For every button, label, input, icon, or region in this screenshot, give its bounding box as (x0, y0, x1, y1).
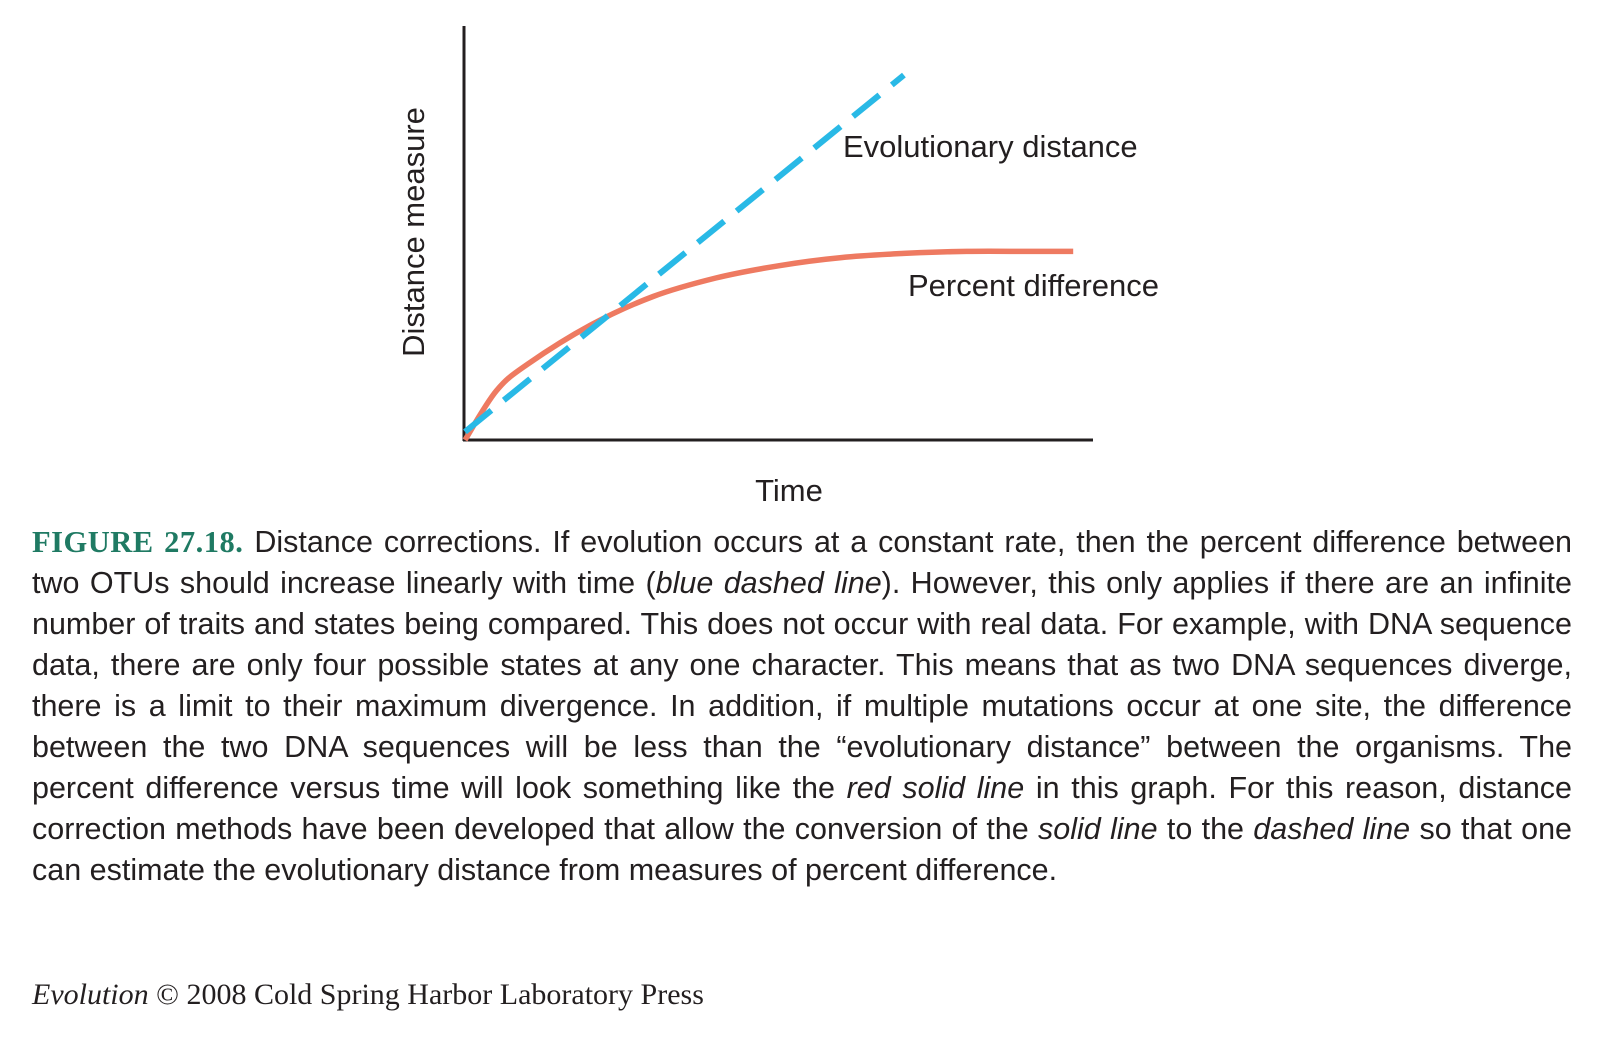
credit-line: Evolution © 2008 Cold Spring Harbor Labo… (32, 978, 704, 1012)
credit-text: © 2008 Cold Spring Harbor Laboratory Pre… (148, 978, 704, 1011)
series-line-evolutionary-distance (463, 72, 906, 435)
distance-chart: Evolutionary distance Percent difference… (396, 26, 1159, 508)
series-label-percent-difference: Percent difference (908, 268, 1159, 303)
caption-italic-segment: blue dashed line (655, 566, 882, 600)
x-axis-label: Time (755, 473, 823, 508)
caption-body: Distance corrections. If evolution occur… (32, 525, 1572, 887)
caption-italic-segment: red solid line (846, 771, 1025, 805)
caption-text-segment: Distance corrections. If evolution occur… (32, 525, 1573, 600)
caption-text-segment: to the (1157, 812, 1254, 846)
caption-italic-segment: solid line (1038, 812, 1158, 846)
figure-caption: FIGURE 27.18. Distance corrections. If e… (32, 522, 1572, 891)
caption-text-segment: so that one can estimate the evolutionar… (32, 812, 1573, 887)
caption-text-segment: in this graph. For this reason, distance… (32, 771, 1572, 846)
series-line-percent-difference (462, 248, 1074, 442)
figure-label: FIGURE 27.18. (32, 525, 244, 559)
caption-italic-segment: dashed line (1253, 812, 1411, 846)
series-layer (462, 72, 1074, 442)
caption-text-segment: ). However, this only applies if there a… (32, 566, 1572, 805)
credit-title: Evolution (32, 978, 149, 1011)
labels-layer: Evolutionary distance Percent difference… (396, 107, 1159, 508)
y-axis-label: Distance measure (396, 107, 431, 357)
series-label-evolutionary-distance: Evolutionary distance (843, 129, 1138, 164)
